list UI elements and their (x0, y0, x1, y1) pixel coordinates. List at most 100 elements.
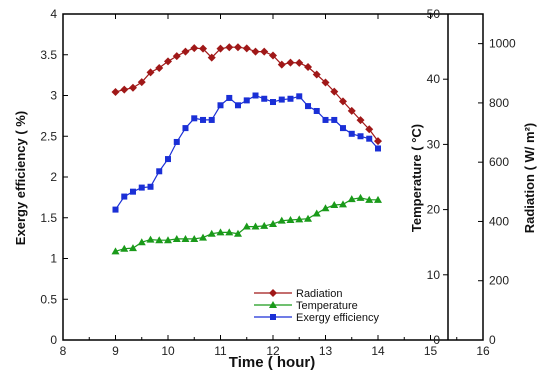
data-point-radiation (321, 78, 330, 87)
data-point-radiation (207, 53, 216, 62)
legend: Radiation Temperature Exergy efficiency (254, 288, 379, 324)
data-point-radiation (242, 44, 251, 53)
radiation-tick-label: 200 (489, 274, 509, 288)
data-point-radiation (286, 58, 295, 67)
data-point-radiation (137, 78, 146, 87)
data-point-temperature (312, 209, 321, 217)
left-axis-label: Exergy efficiency ( %) (13, 111, 28, 245)
data-point-exergy-efficiency (296, 93, 303, 100)
data-point-temperature (164, 236, 172, 244)
legend-label-radiation: Radiation (296, 288, 342, 300)
data-point-exergy-efficiency (234, 102, 241, 109)
series-line-radiation (115, 46, 379, 142)
data-point-temperature (286, 216, 295, 224)
data-point-exergy-efficiency (147, 183, 154, 190)
data-point-radiation (216, 44, 225, 53)
data-point-exergy-efficiency (278, 96, 285, 103)
data-point-temperature (277, 216, 286, 224)
temperature-tick-label: 30 (427, 137, 441, 151)
data-point-radiation (190, 44, 199, 53)
data-point-exergy-efficiency (261, 95, 268, 102)
data-point-radiation (120, 85, 129, 94)
data-point-exergy-efficiency (217, 102, 224, 109)
data-point-exergy-efficiency (129, 188, 136, 195)
left-tick-label: 3 (50, 89, 57, 103)
data-point-exergy-efficiency (305, 103, 312, 110)
x-tick-label: 12 (266, 344, 280, 358)
data-point-temperature (120, 244, 129, 252)
data-point-temperature (356, 193, 365, 201)
left-tick-label: 3.5 (40, 48, 57, 62)
data-point-radiation (111, 87, 120, 96)
data-point-temperature (269, 219, 277, 227)
data-point-radiation (260, 47, 269, 56)
data-point-exergy-efficiency (348, 130, 355, 137)
data-point-temperature (181, 234, 190, 242)
data-point-exergy-efficiency (339, 125, 346, 132)
data-point-temperature (155, 236, 164, 244)
data-point-radiation (304, 63, 313, 72)
legend-marker-exergy (270, 314, 276, 320)
data-point-radiation (365, 125, 374, 134)
x-tick-label: 11 (214, 344, 227, 358)
data-point-exergy-efficiency (366, 135, 373, 142)
data-point-temperature (111, 247, 120, 255)
data-point-exergy-efficiency (200, 116, 207, 123)
data-point-temperature (242, 222, 251, 230)
data-point-exergy-efficiency (287, 95, 294, 102)
data-point-exergy-efficiency (165, 156, 171, 163)
left-tick-label: 0.5 (40, 292, 57, 306)
data-point-temperature (190, 234, 199, 242)
data-point-radiation (199, 44, 208, 53)
series-line-exergy-efficiency (115, 94, 379, 210)
legend-marker-radiation (269, 289, 277, 297)
data-point-temperature (128, 244, 137, 252)
data-point-temperature (146, 235, 155, 243)
x-tick-label: 9 (112, 344, 119, 358)
data-point-exergy-efficiency (112, 206, 119, 213)
data-point-radiation (155, 63, 164, 72)
radiation-tick-label: 400 (489, 214, 509, 228)
temperature-tick-label: 50 (427, 7, 441, 21)
x-tick-label: 10 (161, 344, 175, 358)
data-point-exergy-efficiency (138, 184, 145, 191)
data-point-radiation (312, 70, 321, 79)
data-point-temperature (365, 195, 374, 203)
radiation-tick-label: 0 (489, 333, 496, 347)
data-point-exergy-efficiency (243, 97, 250, 104)
data-point-temperature (330, 201, 339, 209)
data-point-temperature (216, 228, 225, 236)
data-point-exergy-efficiency (313, 107, 320, 114)
temperature-tick-label: 40 (427, 72, 441, 86)
data-point-radiation (233, 43, 242, 52)
left-tick-label: 0 (50, 333, 57, 347)
left-tick-label: 1.5 (40, 211, 57, 225)
data-point-exergy-efficiency (357, 133, 364, 140)
data-point-temperature (137, 238, 146, 246)
data-point-exergy-efficiency (375, 145, 381, 152)
data-point-exergy-efficiency (182, 125, 189, 132)
data-point-exergy-efficiency (191, 115, 198, 122)
data-point-temperature (304, 214, 313, 222)
temperature-tick-label: 10 (427, 268, 441, 282)
data-point-exergy-efficiency (208, 116, 215, 123)
data-point-radiation (356, 116, 365, 125)
data-point-temperature (260, 221, 269, 229)
radiation-tick-label: 1000 (489, 37, 516, 51)
data-point-temperature (172, 234, 181, 242)
radiation-axis-label: Radiation ( W/ m²) (522, 123, 537, 234)
data-point-exergy-efficiency (331, 116, 338, 123)
data-point-temperature (295, 215, 304, 223)
left-tick-label: 4 (50, 7, 57, 21)
data-point-exergy-efficiency (173, 138, 180, 145)
data-point-radiation (128, 83, 137, 92)
radiation-tick-label: 600 (489, 155, 509, 169)
data-point-radiation (164, 57, 172, 66)
left-tick-label: 2 (50, 170, 57, 184)
data-point-radiation (181, 47, 190, 56)
temperature-tick-label: 0 (433, 333, 440, 347)
data-point-exergy-efficiency (121, 193, 128, 200)
data-point-exergy-efficiency (156, 168, 163, 175)
data-point-radiation (146, 68, 155, 77)
